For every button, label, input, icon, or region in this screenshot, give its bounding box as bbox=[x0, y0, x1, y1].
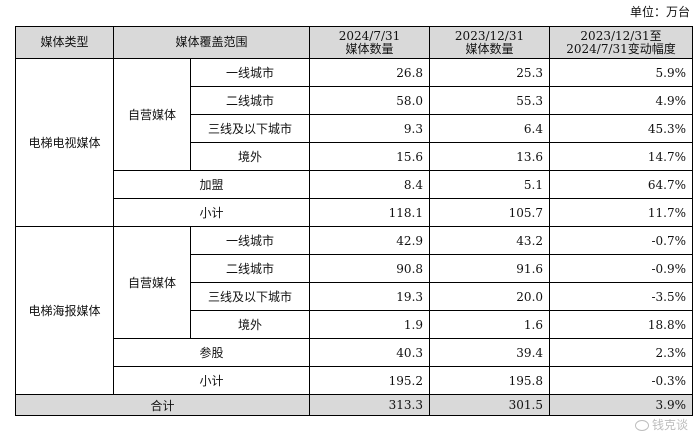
header-2023: 2023/12/31 媒体数量 bbox=[429, 26, 551, 59]
media-type-cell: 电梯海报媒体 bbox=[15, 226, 114, 395]
value-2024-cell: 8.4 bbox=[309, 170, 431, 199]
header-change-date: 2023/12/31至 bbox=[580, 28, 662, 43]
table-row: 加盟 8.4 5.1 64.7% bbox=[16, 170, 694, 199]
table-row: 二线城市 90.8 91.6 -0.9% bbox=[16, 254, 694, 283]
change-cell: 5.9% bbox=[549, 58, 694, 87]
value-2023-cell: 195.8 bbox=[429, 366, 551, 395]
value-2023-cell: 5.1 bbox=[429, 170, 551, 199]
change-cell: 64.7% bbox=[549, 170, 694, 199]
header-change: 2023/12/31至 2024/7/31变动幅度 bbox=[549, 26, 694, 59]
total-2024-cell: 313.3 bbox=[309, 394, 431, 416]
header-media-type: 媒体类型 bbox=[15, 26, 114, 59]
value-2024-cell: 15.6 bbox=[309, 142, 431, 171]
coverage-cell: 二线城市 bbox=[189, 254, 311, 283]
change-cell: 4.9% bbox=[549, 86, 694, 115]
coverage-cell: 一线城市 bbox=[189, 226, 311, 255]
coverage-cell: 一线城市 bbox=[189, 58, 311, 87]
table-row: 二线城市 58.0 55.3 4.9% bbox=[16, 86, 694, 115]
value-2024-cell: 42.9 bbox=[309, 226, 431, 255]
coverage-cell: 三线及以下城市 bbox=[189, 114, 311, 143]
value-2024-cell: 195.2 bbox=[309, 366, 431, 395]
header-coverage: 媒体覆盖范围 bbox=[112, 26, 311, 59]
change-cell: 14.7% bbox=[549, 142, 694, 171]
change-cell: -0.9% bbox=[549, 254, 694, 283]
table-row: 电梯电视媒体 自营媒体 一线城市 26.8 25.3 5.9% bbox=[15, 58, 694, 227]
header-row: 媒体类型 媒体覆盖范围 2024/7/31 媒体数量 2023/12/31 媒体… bbox=[15, 26, 694, 59]
watermark-text: 钱克谈 bbox=[651, 418, 688, 432]
self-operated-cell: 自营媒体 bbox=[113, 58, 191, 171]
value-2023-cell: 39.4 bbox=[429, 338, 551, 367]
header-2023-sub: 媒体数量 bbox=[465, 41, 514, 56]
value-2024-cell: 90.8 bbox=[309, 254, 431, 283]
subtotal-row: 小计 195.2 195.8 -0.3% bbox=[16, 366, 694, 395]
total-2023-cell: 301.5 bbox=[429, 394, 551, 416]
header-2024-date: 2024/7/31 bbox=[338, 28, 401, 43]
value-2023-cell: 55.3 bbox=[429, 86, 551, 115]
media-count-table: 媒体类型 媒体覆盖范围 2024/7/31 媒体数量 2023/12/31 媒体… bbox=[14, 26, 694, 416]
total-change-cell: 3.9% bbox=[549, 394, 694, 416]
value-2024-cell: 40.3 bbox=[309, 338, 431, 367]
header-2024-sub: 媒体数量 bbox=[345, 41, 394, 56]
value-2023-cell: 6.4 bbox=[429, 114, 551, 143]
value-2023-cell: 1.6 bbox=[429, 310, 551, 339]
change-cell: 11.7% bbox=[549, 198, 694, 227]
value-2024-cell: 1.9 bbox=[309, 310, 431, 339]
subtotal-label: 小计 bbox=[112, 198, 311, 227]
value-2023-cell: 20.0 bbox=[429, 282, 551, 311]
value-2023-cell: 13.6 bbox=[429, 142, 551, 171]
equity-stake-cell: 参股 bbox=[112, 338, 311, 367]
change-cell: -3.5% bbox=[549, 282, 694, 311]
table-row: 三线及以下城市 19.3 20.0 -3.5% bbox=[16, 282, 694, 311]
change-cell: 2.3% bbox=[549, 338, 694, 367]
table-row: 电梯海报媒体 自营媒体 一线城市 42.9 43.2 -0.7% bbox=[15, 226, 694, 395]
change-cell: 45.3% bbox=[549, 114, 694, 143]
table-row: 境外 15.6 13.6 14.7% bbox=[16, 142, 694, 171]
change-cell: -0.3% bbox=[549, 366, 694, 395]
coverage-cell: 二线城市 bbox=[189, 86, 311, 115]
value-2023-cell: 91.6 bbox=[429, 254, 551, 283]
value-2023-cell: 25.3 bbox=[429, 58, 551, 87]
coverage-cell: 境外 bbox=[189, 310, 311, 339]
value-2024-cell: 118.1 bbox=[309, 198, 431, 227]
franchise-cell: 加盟 bbox=[112, 170, 311, 199]
change-cell: 18.8% bbox=[549, 310, 694, 339]
value-2023-cell: 43.2 bbox=[429, 226, 551, 255]
coverage-cell: 三线及以下城市 bbox=[189, 282, 311, 311]
unit-label: 单位：万台 bbox=[629, 5, 690, 19]
weibo-logo-icon bbox=[634, 420, 649, 431]
table-row: 三线及以下城市 9.3 6.4 45.3% bbox=[16, 114, 694, 143]
value-2024-cell: 58.0 bbox=[309, 86, 431, 115]
value-2024-cell: 19.3 bbox=[309, 282, 431, 311]
table-row: 境外 1.9 1.6 18.8% bbox=[16, 310, 694, 339]
header-2023-date: 2023/12/31 bbox=[454, 28, 525, 43]
coverage-cell: 境外 bbox=[189, 142, 311, 171]
total-label: 合计 bbox=[14, 394, 311, 416]
header-change-sub: 2024/7/31变动幅度 bbox=[566, 41, 676, 56]
table-row: 参股 40.3 39.4 2.3% bbox=[16, 338, 694, 367]
media-type-cell: 电梯电视媒体 bbox=[15, 58, 114, 227]
subtotal-row: 小计 118.1 105.7 11.7% bbox=[16, 198, 694, 227]
value-2024-cell: 9.3 bbox=[309, 114, 431, 143]
self-operated-cell: 自营媒体 bbox=[113, 226, 191, 339]
header-2024: 2024/7/31 媒体数量 bbox=[309, 26, 431, 59]
watermark: 钱克谈 bbox=[634, 416, 688, 433]
value-2023-cell: 105.7 bbox=[429, 198, 551, 227]
total-row: 合计 313.3 301.5 3.9% bbox=[14, 394, 694, 416]
subtotal-label: 小计 bbox=[112, 366, 311, 395]
value-2024-cell: 26.8 bbox=[309, 58, 431, 87]
change-cell: -0.7% bbox=[549, 226, 694, 255]
